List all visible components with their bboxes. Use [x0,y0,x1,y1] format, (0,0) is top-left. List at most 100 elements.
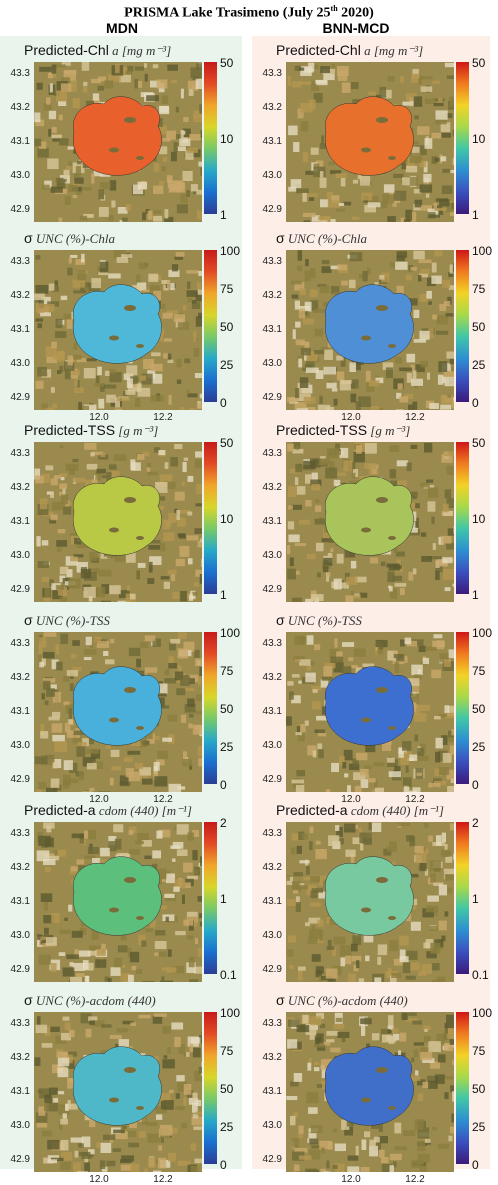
colorbar-tick-label: 0.1 [220,968,237,982]
island [109,718,119,723]
panel-title-math: cdom (440) [m⁻¹] [348,803,444,818]
colorbar-tick-label: 75 [472,282,485,296]
colorbar-tick-label: 100 [220,1006,240,1020]
y-tick-label: 43.0 [0,550,30,561]
y-tick-label: 43.3 [0,828,30,839]
island [124,877,136,883]
colorbar-tick-label: 1 [220,588,227,602]
panel-title-math: a [mg m⁻³] [361,43,423,58]
satellite-map [286,632,454,792]
island [361,1098,371,1103]
y-tick-label: 43.2 [252,482,282,493]
y-tick-label: 43.0 [252,740,282,751]
panel-title: σ UNC (%)-TSS [24,612,110,629]
island [124,1067,136,1073]
colorbar-tick-label: 25 [220,740,233,754]
map-image [286,822,454,982]
panel-title-main: Predicted-Chl [24,42,109,58]
y-tick-label: 43.3 [0,1018,30,1029]
colorbar [204,822,217,974]
colorbar-tick-label: 0 [472,1158,479,1172]
satellite-map [286,442,454,602]
colorbar-tick-label: 50 [472,436,485,450]
island [388,156,396,160]
lake-trasimeno [325,477,413,556]
colorbar-tick-label: 0.1 [472,968,489,982]
y-tick-label: 43.3 [252,448,282,459]
island [361,908,371,913]
island [376,1067,388,1073]
colorbar-tick-label: 50 [220,436,233,450]
y-tick-label: 42.9 [0,774,30,785]
colorbar-tick-label: 25 [472,1120,485,1134]
y-tick-label: 43.0 [0,170,30,181]
map-image [286,250,454,410]
lake-trasimeno [73,857,161,936]
colorbar-tick-label: 100 [472,1006,492,1020]
y-tick-label: 42.9 [252,774,282,785]
panel-title-main: σ [24,230,33,246]
colorbar-tick-label: 0 [472,778,479,792]
y-tick-label: 43.1 [252,1086,282,1097]
x-tick-label: 12.0 [84,1174,114,1185]
panel-title-main: Predicted-TSS [276,422,367,438]
x-tick-label: 12.0 [336,1174,366,1185]
y-tick-label: 43.1 [0,516,30,527]
island [361,336,371,341]
colorbar-tick-label: 10 [472,132,485,146]
island [376,877,388,883]
satellite-map [286,62,454,222]
map-image [34,62,202,222]
panel-title: σ UNC (%)-Chla [276,230,367,247]
colorbar [456,632,469,784]
panel-title-math: UNC (%)-acdom (440) [33,993,156,1008]
lake-trasimeno [325,667,413,746]
panel-title-main: σ [276,612,285,628]
colorbar-tick-label: 50 [472,1082,485,1096]
island [136,916,144,920]
colorbar [456,250,469,402]
y-tick-label: 43.2 [252,862,282,873]
colorbar-tick-label: 100 [220,626,240,640]
island [388,1106,396,1110]
panel-title: Predicted-TSS [g m⁻³] [276,422,410,439]
y-tick-label: 42.9 [0,1154,30,1165]
y-tick-label: 43.2 [0,862,30,873]
colorbar [204,250,217,402]
map-image [286,62,454,222]
y-tick-label: 43.3 [0,68,30,79]
y-tick-label: 43.2 [0,672,30,683]
y-tick-label: 42.9 [0,584,30,595]
y-tick-label: 42.9 [252,964,282,975]
y-tick-label: 42.9 [252,204,282,215]
panel-title-math: [g m⁻³] [367,423,410,438]
island [124,117,136,123]
island [109,908,119,913]
colorbar-tick-label: 1 [220,208,227,222]
colorbar [456,442,469,594]
y-tick-label: 43.1 [252,706,282,717]
y-tick-label: 42.9 [252,392,282,403]
island [388,916,396,920]
y-tick-label: 43.0 [0,1120,30,1131]
panel-title: Predicted-a cdom (440) [m⁻¹] [24,802,192,819]
colorbar-tick-label: 25 [472,358,485,372]
island [136,156,144,160]
y-tick-label: 43.0 [252,550,282,561]
y-tick-label: 43.1 [0,1086,30,1097]
map-image [34,250,202,410]
colorbar-tick-label: 100 [472,244,492,258]
island [388,536,396,540]
panel-title: σ UNC (%)-acdom (440) [276,992,408,1009]
y-tick-label: 42.9 [0,964,30,975]
colorbar [204,1012,217,1164]
colorbar [204,62,217,214]
map-image [286,1012,454,1172]
island [109,528,119,533]
colorbar-tick-label: 10 [220,512,233,526]
colorbar-tick-label: 75 [472,1044,485,1058]
figure-title: PRISMA Lake Trasimeno (July 25th 2020) [0,4,498,22]
y-tick-label: 43.0 [252,358,282,369]
colorbar-tick-label: 50 [220,702,233,716]
y-tick-label: 42.9 [252,1154,282,1165]
